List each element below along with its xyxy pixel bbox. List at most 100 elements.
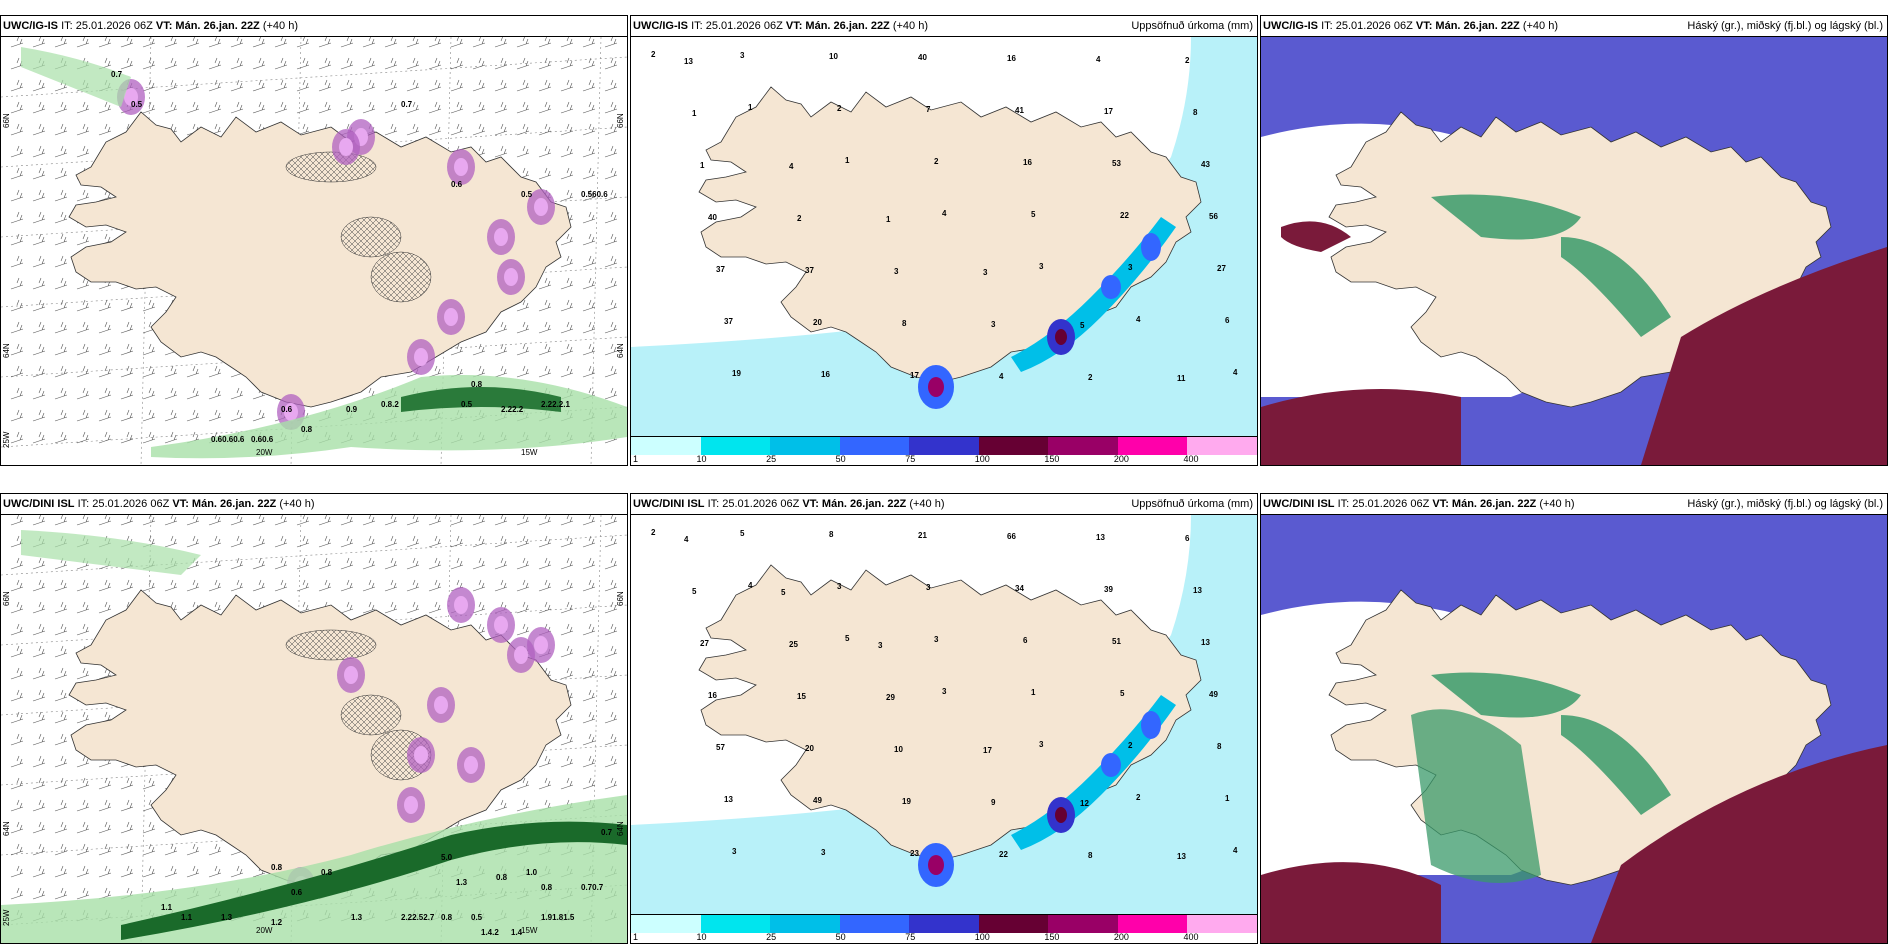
precip-value-label: 51 (1112, 637, 1121, 646)
precip-value-label: 22 (999, 850, 1008, 859)
precip-value-label: 17 (910, 371, 919, 380)
wind-value-label: 2.22.2.1 (541, 400, 570, 409)
wind-value-label: 0.7 (601, 828, 613, 837)
precip-value-label: 8 (1193, 108, 1198, 117)
lat-label: 66N (616, 591, 625, 606)
precip-value-label: 41 (1015, 106, 1024, 115)
precip-value-label: 13 (684, 57, 693, 66)
wind-value-label: 1.4.2 (481, 928, 499, 937)
precip-map: 2 4 5 3 3 2 4 5 3 3 1 2 1 3 8 3 6 5 8 13 3 21 34 51 49 57 49 23 66 39… (631, 515, 1257, 943)
legend-swatch (978, 915, 1050, 933)
precip-value-label: 3 (934, 635, 939, 644)
lat-label: 64N (2, 821, 11, 836)
precip-value-label: 21 (918, 531, 927, 540)
wind-value-label: 0.5 (471, 913, 483, 922)
precip-value-label: 7 (926, 105, 931, 114)
precip-value-label: 3 (740, 51, 745, 60)
legend-swatch (770, 437, 841, 455)
precip-value-label: 10 (894, 745, 903, 754)
precip-value-label: 8 (1088, 851, 1093, 860)
precip-value-label: 13 (1201, 638, 1210, 647)
precip-value-label: 5 (692, 587, 697, 596)
precip-legend: 1 10 25 50 75 100 150 200 400 (631, 914, 1257, 943)
precip-value-label: 4 (1233, 368, 1238, 377)
legend-label: 100 (974, 454, 990, 464)
precip-value-label: 1 (692, 109, 697, 118)
panel-header: UWC/DINI ISL IT: 25.01.2026 06Z VT: Mán.… (1, 494, 627, 515)
legend-label: 1 (633, 454, 639, 464)
precip-value-label: 37 (724, 317, 733, 326)
lat-label: 66N (2, 591, 11, 606)
wind-value-label: 1.3 (456, 878, 468, 887)
precip-value-label: 4 (684, 535, 689, 544)
panel-r2-cloud: UWC/DINI ISL IT: 25.01.2026 06Z VT: Mán.… (1260, 493, 1888, 944)
precip-value-label: 3 (983, 268, 988, 277)
precip-value-label: 8 (829, 530, 834, 539)
wind-value-label: 0.5 (521, 190, 533, 199)
precip-value-label: 57 (716, 743, 725, 752)
precip-value-label: 9 (991, 798, 996, 807)
legend-label: 25 (766, 932, 777, 942)
precip-value-label: 5 (1120, 689, 1125, 698)
precip-value-label: 3 (1128, 263, 1133, 272)
precip-value-label: 20 (813, 318, 822, 327)
lat-label: 64N (616, 343, 625, 358)
legend-swatch (909, 437, 980, 455)
precip-value-label: 5 (781, 588, 786, 597)
panel-r2-wind: UWC/DINI ISL IT: 25.01.2026 06Z VT: Mán.… (0, 493, 628, 944)
precip-value-label: 16 (1023, 158, 1032, 167)
precip-legend: 1 10 25 50 75 100 150 200 400 (631, 436, 1257, 465)
precip-value-label: 1 (1031, 688, 1036, 697)
wind-value-label: 0.8.2 (381, 400, 399, 409)
legend-label: 75 (905, 932, 916, 942)
wind-value-label: 0.7 (401, 100, 413, 109)
precip-value-label: 23 (910, 849, 919, 858)
lat-label: 66N (616, 113, 625, 128)
lat-label: 66N (2, 113, 11, 128)
legend-swatch (770, 915, 841, 933)
precip-value-label: 19 (732, 369, 741, 378)
wind-value-label: 0.6 (451, 180, 463, 189)
wind-value-label: 1.1 (181, 913, 193, 922)
precip-value-label: 13 (724, 795, 733, 804)
legend-label: 10 (696, 454, 707, 464)
precip-value-label: 49 (1209, 690, 1218, 699)
wind-value-label: 2.22.2 (501, 405, 524, 414)
wind-value-label: 0.8 (321, 868, 333, 877)
panel-r1-cloud: UWC/IG-IS IT: 25.01.2026 06Z VT: Mán. 26… (1260, 15, 1888, 466)
precip-value-label: 66 (1007, 532, 1016, 541)
panel-header: UWC/DINI ISL IT: 25.01.2026 06Z VT: Mán.… (631, 494, 1257, 515)
precip-value-label: 2 (797, 214, 802, 223)
precip-value-label: 3 (732, 847, 737, 856)
lon-label: 15W (521, 448, 538, 457)
precip-value-label: 2 (837, 104, 842, 113)
precip-value-label: 1 (748, 103, 753, 112)
precip-value-label: 16 (821, 370, 830, 379)
precip-value-label: 4 (942, 209, 947, 218)
precip-value-label: 3 (894, 267, 899, 276)
precip-value-label: 4 (1136, 315, 1141, 324)
precip-value-label: 12 (1080, 799, 1089, 808)
legend-swatch (1117, 915, 1189, 933)
precip-value-label: 17 (1104, 107, 1113, 116)
panel-header: UWC/IG-IS IT: 25.01.2026 06Z VT: Mán. 26… (1, 16, 627, 37)
wind-value-label: 0.7 (111, 70, 123, 79)
precip-value-label: 29 (886, 693, 895, 702)
precip-value-label: 6 (1023, 636, 1028, 645)
wind-value-label: 1.2 (271, 918, 283, 927)
legend-swatch (1187, 915, 1257, 933)
precip-value-label: 40 (918, 53, 927, 62)
legend-label: 150 (1044, 932, 1060, 942)
precip-value-label: 5 (1031, 210, 1036, 219)
precip-value-label: 1 (886, 215, 891, 224)
precip-value-label: 39 (1104, 585, 1113, 594)
legend-label: 50 (835, 932, 846, 942)
legend-label: 200 (1113, 454, 1129, 464)
precip-value-label: 16 (1007, 54, 1016, 63)
precip-value-label: 10 (829, 52, 838, 61)
precip-value-label: 1 (1225, 794, 1230, 803)
precip-value-label: 17 (983, 746, 992, 755)
legend-label: 400 (1183, 454, 1199, 464)
legend-swatch (909, 915, 980, 933)
precip-value-label: 2 (1185, 56, 1190, 65)
